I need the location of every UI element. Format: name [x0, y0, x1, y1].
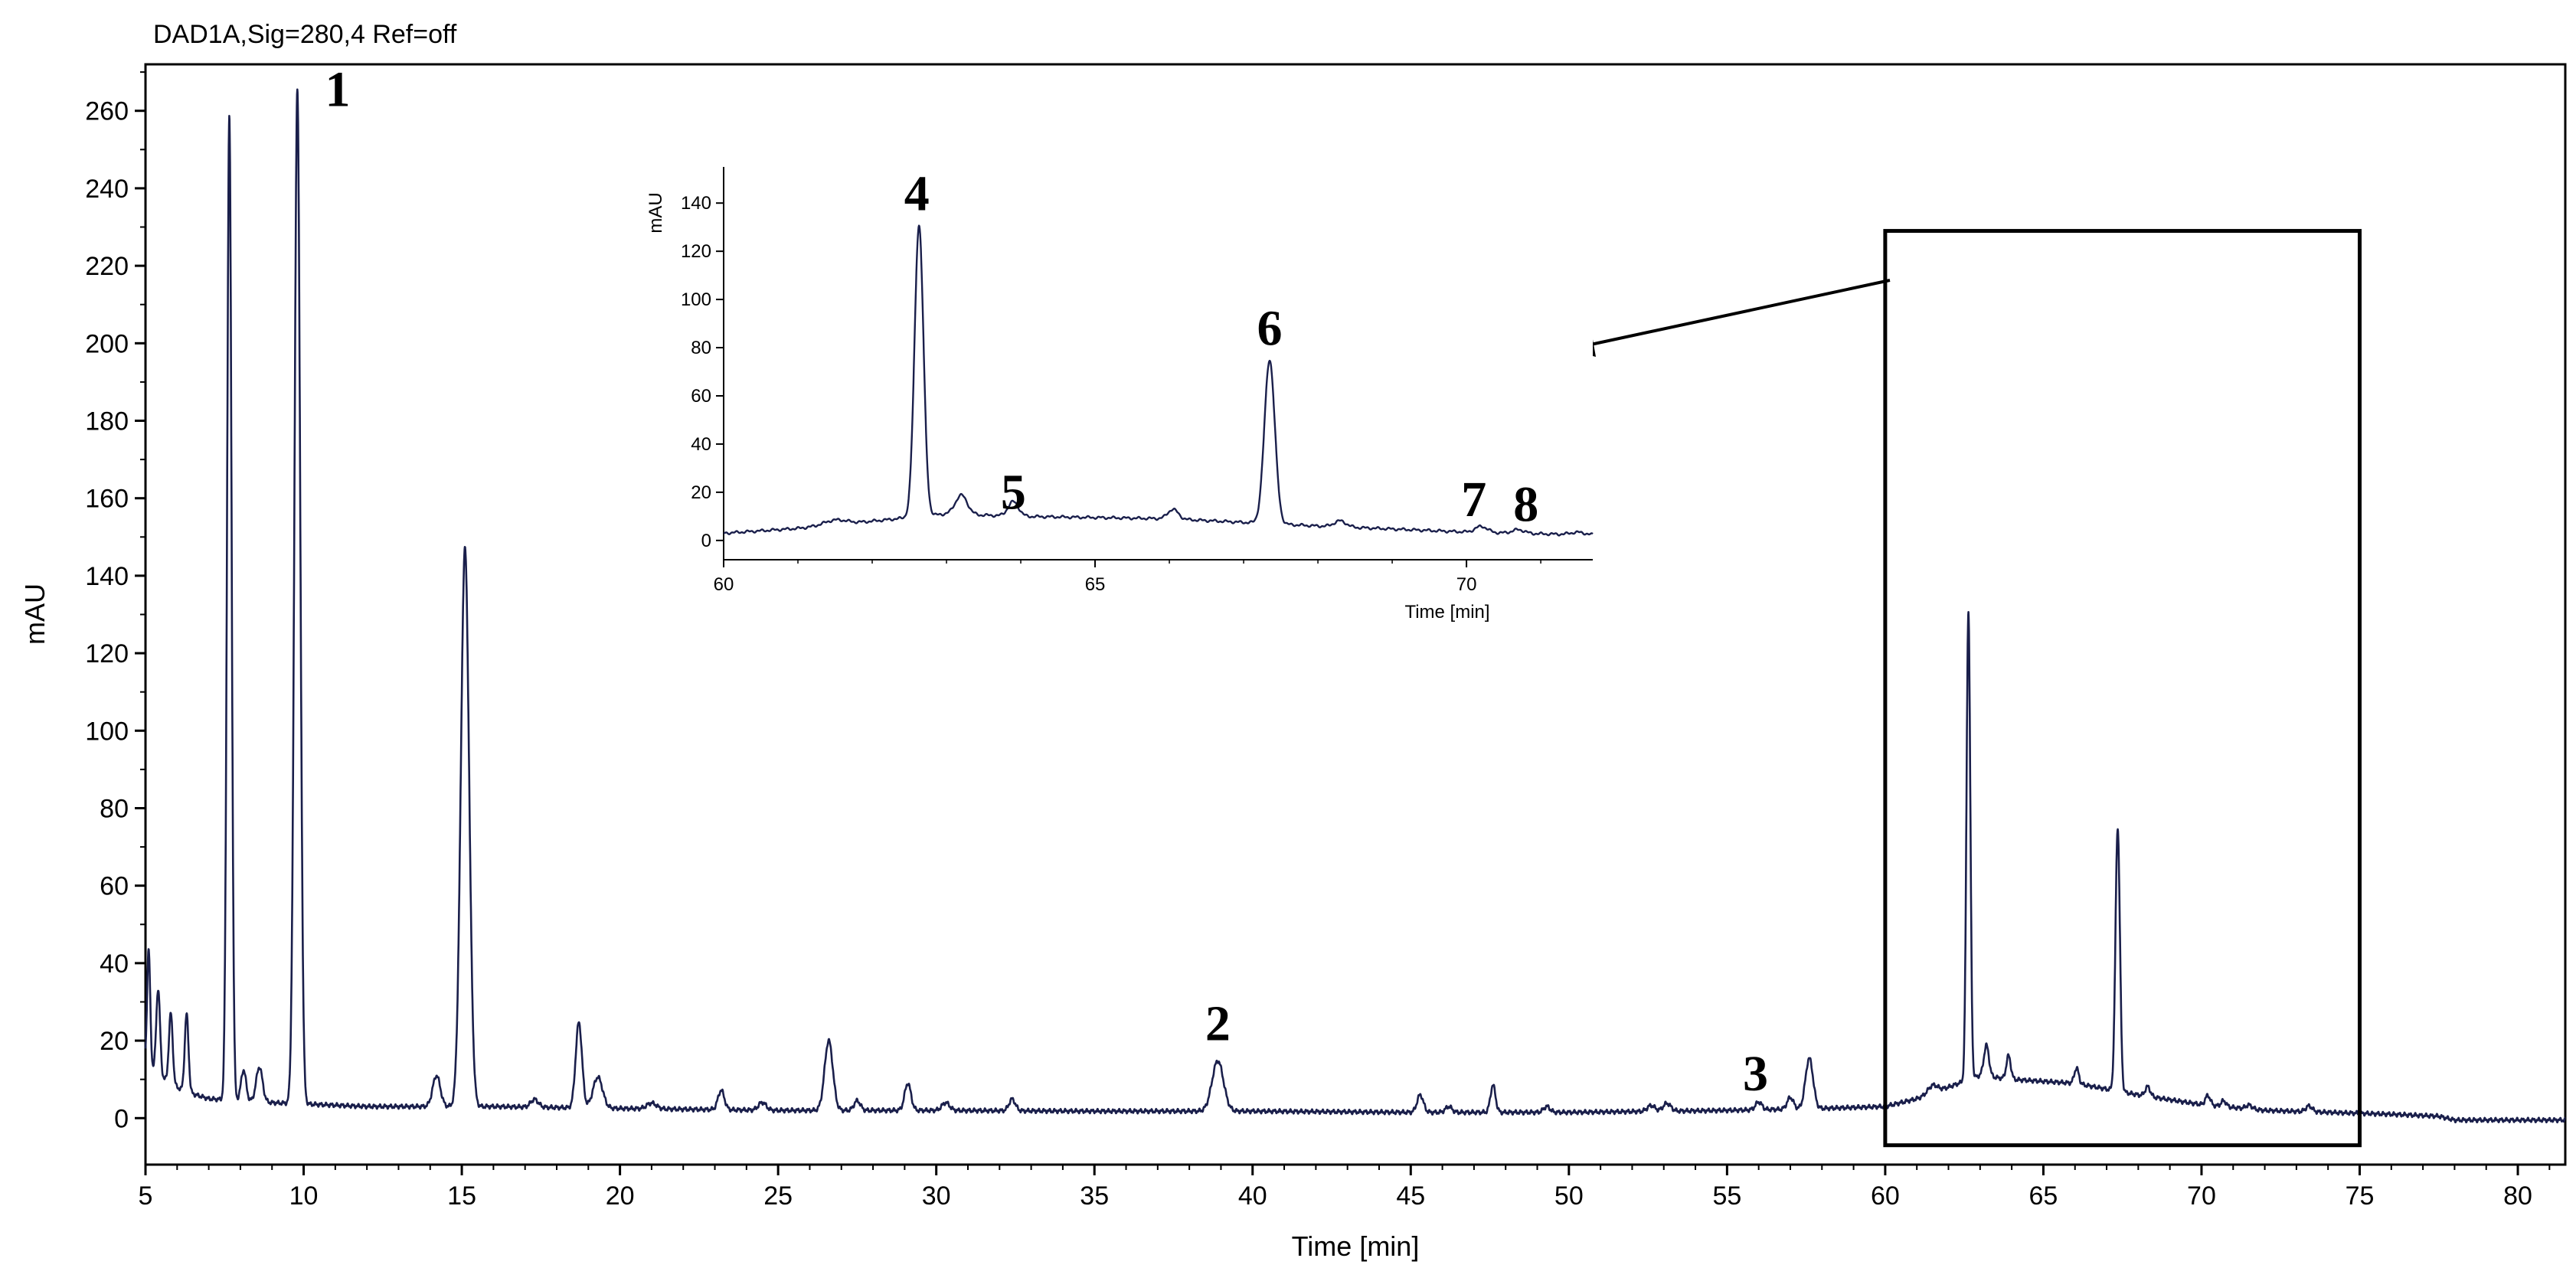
- x-tick-label: 45: [1396, 1181, 1425, 1211]
- inset-x-tick-label: 70: [1456, 574, 1477, 595]
- inset-y-tick-label: 140: [681, 193, 711, 214]
- inset-x-axis: 60 65 70: [714, 560, 1541, 595]
- x-tick-label: 65: [2029, 1181, 2058, 1211]
- y-tick-label: 0: [114, 1104, 129, 1133]
- inset-x-tick-label: 65: [1085, 574, 1106, 595]
- inset-y-tick-label: 20: [691, 482, 711, 503]
- y-tick-label: 40: [100, 949, 129, 979]
- main-plot-area: [144, 88, 2566, 1124]
- main-x-axis: 5 10 15 20 25 30 35 40 45 50 55 60 65 70 75 80: [139, 1165, 2551, 1211]
- y-tick-label: 120: [85, 639, 129, 668]
- inset-y-tick-label: 40: [691, 434, 711, 455]
- peak-label-1: 1: [325, 62, 351, 118]
- main-chromatogram-trace: [144, 88, 2566, 1124]
- y-tick-label: 220: [85, 252, 129, 281]
- x-tick-label: 10: [289, 1181, 319, 1211]
- inset-y-tick-label: 100: [681, 289, 711, 310]
- inset-y-tick-label: 120: [681, 241, 711, 262]
- y-tick-label: 240: [85, 175, 129, 204]
- x-tick-label: 5: [139, 1181, 153, 1211]
- x-tick-label: 80: [2503, 1181, 2532, 1211]
- inset-background: [724, 167, 1593, 560]
- x-tick-label: 40: [1238, 1181, 1267, 1211]
- y-tick-label: 20: [100, 1027, 129, 1056]
- peak-label-2: 2: [1205, 995, 1231, 1051]
- x-tick-label: 60: [1871, 1181, 1900, 1211]
- peak-label-6: 6: [1257, 301, 1283, 357]
- inset-y-axis: 0 20 40 60 80 100 120 140: [681, 193, 724, 551]
- inset-y-tick-label: 0: [701, 531, 711, 551]
- zoom-region-box: [1883, 229, 2362, 1148]
- main-x-axis-title: Time [min]: [1292, 1230, 1420, 1262]
- x-tick-label: 15: [447, 1181, 476, 1211]
- x-tick-label: 35: [1080, 1181, 1109, 1211]
- main-y-axis-title: mAU: [19, 583, 51, 645]
- x-tick-label: 55: [1712, 1181, 1741, 1211]
- peak-label-4: 4: [904, 165, 930, 221]
- peak-label-5: 5: [1001, 465, 1026, 521]
- y-tick-label: 160: [85, 485, 129, 514]
- x-tick-label: 25: [763, 1181, 793, 1211]
- signal-title: DAD1A,Sig=280,4 Ref=off: [153, 20, 457, 49]
- y-tick-label: 60: [100, 872, 129, 901]
- x-tick-label: 30: [922, 1181, 951, 1211]
- peak-label-3: 3: [1743, 1046, 1768, 1102]
- main-y-axis: 0 20 40 60 80 100 120 140 160 180 200 220 240 260: [85, 71, 145, 1133]
- inset-x-tick-label: 60: [714, 574, 734, 595]
- inset-x-axis-title: Time [min]: [1404, 602, 1489, 623]
- y-tick-label: 260: [85, 97, 129, 126]
- inset-y-tick-label: 60: [691, 386, 711, 407]
- y-tick-label: 140: [85, 562, 129, 591]
- peak-labels: 1 2 3 4 5 6 7 8: [325, 62, 1768, 1102]
- y-tick-label: 200: [85, 329, 129, 358]
- peak-label-7: 7: [1461, 472, 1486, 528]
- x-tick-label: 75: [2346, 1181, 2375, 1211]
- y-tick-label: 180: [85, 407, 129, 436]
- zoom-arrow-line: [1583, 279, 1891, 348]
- y-tick-label: 100: [85, 717, 129, 746]
- inset-y-axis-title: mAU: [646, 192, 666, 233]
- inset-chromatogram-trace: [723, 224, 1594, 537]
- x-tick-label: 50: [1554, 1181, 1584, 1211]
- inset-y-tick-label: 80: [691, 338, 711, 358]
- y-tick-label: 80: [100, 794, 129, 823]
- x-tick-label: 70: [2187, 1181, 2216, 1211]
- peak-label-8: 8: [1513, 476, 1538, 532]
- x-tick-label: 20: [606, 1181, 635, 1211]
